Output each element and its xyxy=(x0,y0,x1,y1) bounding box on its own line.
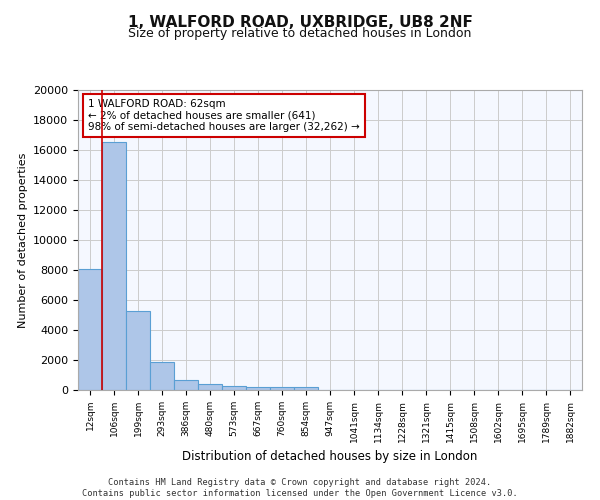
Text: Contains HM Land Registry data © Crown copyright and database right 2024.
Contai: Contains HM Land Registry data © Crown c… xyxy=(82,478,518,498)
Bar xyxy=(294,388,318,390)
Y-axis label: Number of detached properties: Number of detached properties xyxy=(17,152,28,328)
Bar xyxy=(222,386,246,390)
X-axis label: Distribution of detached houses by size in London: Distribution of detached houses by size … xyxy=(182,450,478,463)
Text: 1 WALFORD ROAD: 62sqm
← 2% of detached houses are smaller (641)
98% of semi-deta: 1 WALFORD ROAD: 62sqm ← 2% of detached h… xyxy=(88,99,360,132)
Bar xyxy=(246,386,270,390)
Bar xyxy=(150,362,174,390)
Bar xyxy=(198,384,222,390)
Text: 1, WALFORD ROAD, UXBRIDGE, UB8 2NF: 1, WALFORD ROAD, UXBRIDGE, UB8 2NF xyxy=(128,15,472,30)
Bar xyxy=(78,268,102,390)
Bar xyxy=(174,380,198,390)
Text: Size of property relative to detached houses in London: Size of property relative to detached ho… xyxy=(128,28,472,40)
Bar xyxy=(102,142,126,390)
Bar xyxy=(126,310,150,390)
Bar xyxy=(270,387,294,390)
